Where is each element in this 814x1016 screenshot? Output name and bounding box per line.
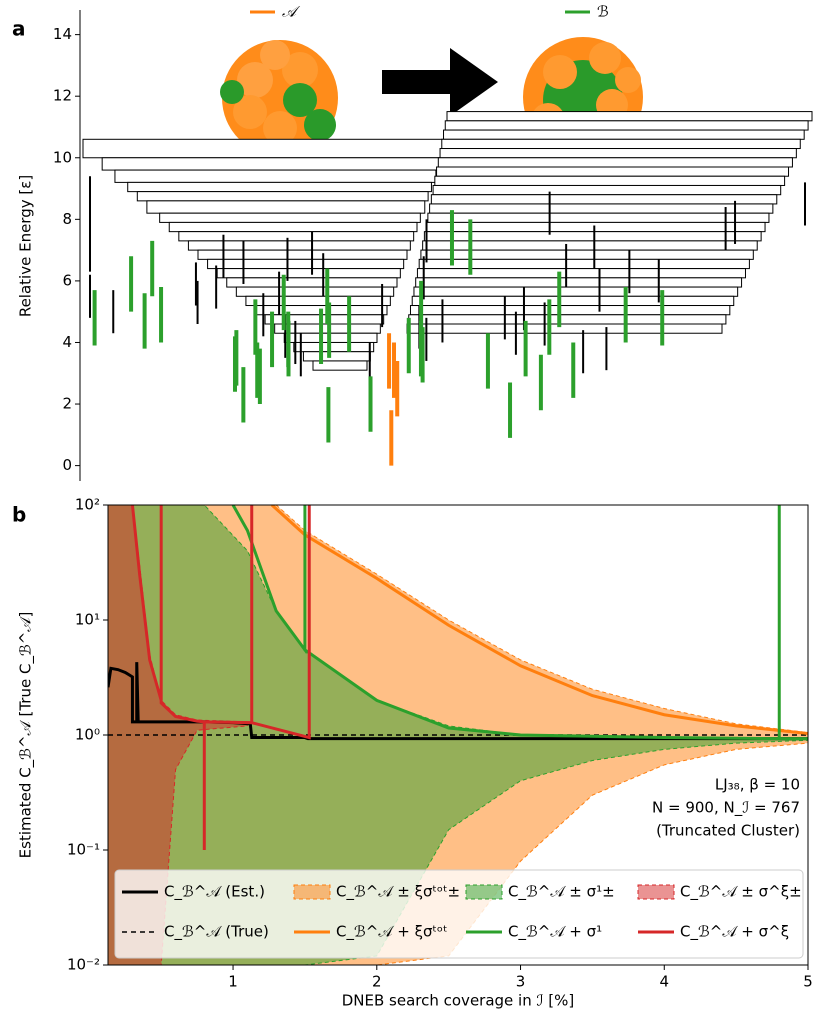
basin-level (216, 268, 401, 279)
basin-level (101, 157, 441, 171)
basin-level (159, 212, 421, 223)
plot-area (108, 505, 808, 965)
basin-level (178, 231, 415, 242)
basin-level (422, 240, 758, 251)
y-tick-label: 10⁻² (67, 956, 100, 974)
legend-label: C_ℬ^𝒜 ± σ¹± (508, 883, 615, 902)
basin-level (293, 341, 375, 353)
annotation: LJ₃₈, β = 10 (715, 776, 800, 794)
y-tick-label: 10 (53, 148, 72, 166)
basin-level (441, 138, 801, 150)
basin-level (136, 191, 429, 202)
basin-level (235, 286, 395, 297)
y-tick-label: 10² (75, 496, 100, 514)
legend-label: C_ℬ^𝒜 + σ^ξ (680, 923, 789, 942)
basin-level (408, 314, 727, 325)
annotation: N = 900, N_ℐ = 767 (652, 799, 800, 818)
y-tick-label: 0 (62, 456, 72, 474)
x-tick-label: 1 (228, 973, 238, 991)
legend-label: C_ℬ^𝒜 (True) (164, 923, 269, 942)
x-axis-label: DNEB search coverage in ℐ [%] (342, 992, 575, 1010)
basin-level (197, 249, 408, 260)
legend-swatch (637, 884, 675, 900)
basin-level (434, 175, 786, 186)
basin-level (446, 111, 813, 122)
basin-level (82, 138, 448, 159)
y-tick-label: 14 (53, 25, 72, 43)
basin-level (432, 184, 782, 196)
legend-label: ℬ (597, 3, 609, 21)
basin-level (411, 295, 735, 307)
series-line (231, 505, 808, 741)
x-tick-label: 4 (659, 973, 669, 991)
y-tick-label: 6 (62, 271, 72, 289)
panel-label: b (12, 503, 26, 527)
series-line (270, 505, 808, 736)
basin-level (312, 360, 368, 371)
basin-level (114, 169, 437, 183)
legend-label: C_ℬ^𝒜 ± σ^ξ± (680, 883, 802, 902)
basin-level (443, 129, 805, 140)
x-tick-label: 2 (372, 973, 382, 991)
basin-level (427, 212, 770, 223)
y-tick-label: 4 (62, 333, 72, 351)
basin-level (409, 305, 731, 316)
x-tick-label: 3 (516, 973, 526, 991)
legend-label: C_ℬ^𝒜 ± ξσᵗᵒᵗ± (336, 883, 460, 902)
basin-level (415, 277, 743, 288)
y-axis-label: Estimated C_ℬ^𝒜 [True C_ℬ^𝒜] (17, 612, 36, 859)
legend-swatch (293, 884, 331, 900)
band (108, 505, 248, 965)
legend-swatch (465, 884, 503, 900)
basin-level (413, 286, 739, 297)
legend-label: C_ℬ^𝒜 + σ¹ (508, 923, 602, 942)
basin-level (168, 221, 418, 233)
series-line (130, 505, 311, 850)
y-tick-label: 12 (53, 87, 72, 105)
annotation: (Truncated Cluster) (656, 822, 800, 840)
y-axis-label: Relative Energy [ε] (17, 175, 35, 317)
basin-level (425, 221, 766, 233)
basin-level (416, 268, 746, 279)
y-tick-label: 10¹ (75, 611, 100, 629)
legend-label: C_ℬ^𝒜 + ξσᵗᵒᵗ (336, 923, 448, 942)
basin-level (439, 148, 797, 159)
panel-label: a (12, 17, 26, 41)
x-tick-label: 5 (803, 973, 813, 991)
y-tick-label: 2 (62, 395, 72, 413)
basin-level (423, 231, 762, 242)
series-line (108, 662, 808, 741)
basin-level (430, 194, 778, 205)
basin-level (187, 240, 411, 251)
legend-label: 𝒜 (282, 3, 301, 21)
basin-level (127, 181, 432, 193)
basin-level (437, 157, 793, 168)
basin-level (245, 295, 391, 307)
y-tick-label: 10⁰ (75, 726, 100, 744)
basin-level (302, 351, 371, 362)
y-tick-label: 8 (62, 210, 72, 228)
basin-level (226, 277, 398, 288)
legend-label: C_ℬ^𝒜 (Est.) (164, 883, 265, 902)
legend (114, 869, 804, 959)
y-tick-label: 10⁻¹ (67, 841, 100, 859)
basin-level (444, 120, 809, 131)
basin-level (207, 258, 405, 270)
basin-level (406, 323, 723, 334)
basin-level (436, 166, 790, 177)
basin-level (429, 203, 774, 214)
basin-level (146, 200, 426, 214)
